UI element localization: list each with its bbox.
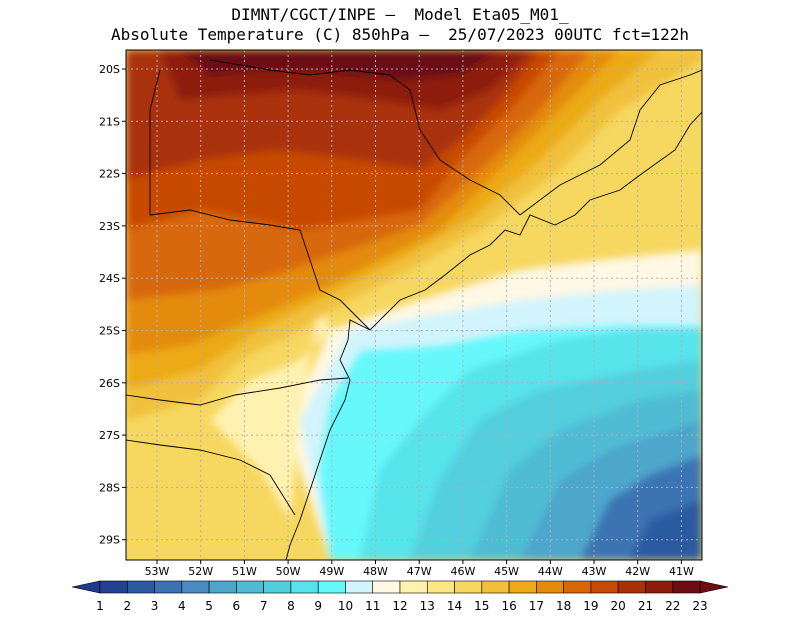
colorbar-swatch xyxy=(454,580,483,594)
colorbar-label: 19 xyxy=(583,599,598,613)
colorbar-swatch xyxy=(590,580,619,594)
colorbar-swatch xyxy=(99,580,128,594)
colorbar-swatch xyxy=(290,580,319,594)
lat-label: 22S xyxy=(99,168,120,181)
colorbar-label: 13 xyxy=(420,599,435,613)
lat-label: 24S xyxy=(99,272,120,285)
lon-label: 45W xyxy=(494,565,519,578)
lat-label: 28S xyxy=(99,481,120,494)
colorbar-over-arrow xyxy=(699,580,729,594)
colorbar-label: 16 xyxy=(501,599,516,613)
colorbar-label: 3 xyxy=(151,599,159,613)
state-border-mg-rj xyxy=(519,69,702,216)
state-border-mg-sp xyxy=(209,59,521,216)
colorbar-label: 15 xyxy=(474,599,489,613)
colorbar-swatch xyxy=(399,580,428,594)
lat-label: 20S xyxy=(99,63,120,76)
colorbar-label: 1 xyxy=(96,599,104,613)
coastline xyxy=(285,111,702,560)
colorbar-labels: 1 2 3 4 5 6 7 8 9 10 11 12 13 14 15 16 17 18 19 20 21 22 23 xyxy=(96,599,707,613)
lon-label: 51W xyxy=(232,565,257,578)
lat-label: 29S xyxy=(99,534,120,547)
colorbar-label: 23 xyxy=(692,599,707,613)
colorbar-swatch xyxy=(563,580,592,594)
lat-label: 27S xyxy=(99,429,120,442)
colorbar-swatch xyxy=(317,580,346,594)
colorbar-label: 5 xyxy=(205,599,213,613)
colorbar-label: 14 xyxy=(447,599,462,613)
colorbar-swatch xyxy=(181,580,210,594)
colorbar-swatch xyxy=(372,580,401,594)
state-border-sc-rs xyxy=(126,439,296,516)
field-band-3 xyxy=(630,500,702,560)
field-band-22 xyxy=(180,50,500,80)
state-border-sp-pr xyxy=(149,209,371,331)
colorbar-swatch xyxy=(154,580,183,594)
chart-title-line-2: Absolute Temperature (C) 850hPa – 25/07/… xyxy=(111,25,689,44)
lon-label: 48W xyxy=(363,565,388,578)
colorbar-swatch xyxy=(345,580,374,594)
colorbar-swatch xyxy=(672,580,701,594)
lon-label: 47W xyxy=(407,565,432,578)
gridlines xyxy=(126,50,702,560)
colorbar-swatch xyxy=(126,580,155,594)
lon-label: 46W xyxy=(450,565,475,578)
lon-label: 49W xyxy=(319,565,344,578)
colorbar-label: 22 xyxy=(665,599,680,613)
colorbar-label: 9 xyxy=(314,599,322,613)
lat-label: 23S xyxy=(99,220,120,233)
state-border-pr-sc xyxy=(126,377,349,406)
colorbar-swatch xyxy=(236,580,264,594)
colorbar-label: 11 xyxy=(365,599,380,613)
colorbar-swatch xyxy=(536,580,564,594)
colorbar xyxy=(71,580,729,594)
colorbar-label: 12 xyxy=(392,599,407,613)
lon-label: 43W xyxy=(582,565,607,578)
colorbar-swatch xyxy=(208,580,237,594)
colorbar-swatch xyxy=(481,580,510,594)
colorbar-label: 6 xyxy=(233,599,241,613)
latitude-axis: 20S 21S 22S 23S 24S 25S 26S 27S 28S 29S xyxy=(99,63,126,547)
colorbar-label: 20 xyxy=(611,599,626,613)
temperature-field xyxy=(126,50,702,560)
field-band-12-sw xyxy=(210,300,330,520)
lon-label: 42W xyxy=(625,565,650,578)
lat-label: 26S xyxy=(99,377,120,390)
colorbar-swatch xyxy=(508,580,537,594)
colorbar-label: 8 xyxy=(287,599,295,613)
lon-label: 44W xyxy=(538,565,563,578)
colorbar-under-arrow xyxy=(71,580,101,594)
colorbar-swatch xyxy=(645,580,674,594)
lon-label: 41W xyxy=(669,565,694,578)
colorbar-label: 2 xyxy=(123,599,131,613)
colorbar-label: 21 xyxy=(638,599,653,613)
lon-label: 52W xyxy=(188,565,213,578)
lat-label: 21S xyxy=(99,115,120,128)
colorbar-label: 4 xyxy=(178,599,186,613)
lat-label: 25S xyxy=(99,325,120,338)
colorbar-label: 17 xyxy=(529,599,544,613)
colorbar-label: 10 xyxy=(338,599,353,613)
colorbar-label: 7 xyxy=(260,599,268,613)
chart-title-line-1: DIMNT/CGCT/INPE – Model Eta05_M01_ xyxy=(231,5,569,24)
colorbar-label: 18 xyxy=(556,599,571,613)
colorbar-swatch xyxy=(617,580,646,594)
boundaries xyxy=(126,59,702,560)
lon-label: 50W xyxy=(276,565,301,578)
state-border-west xyxy=(149,69,161,215)
colorbar-swatch xyxy=(263,580,292,594)
map-frame xyxy=(125,49,703,561)
colorbar-swatch xyxy=(426,580,455,594)
longitude-axis: 53W 52W 51W 50W 49W 48W 47W 46W 45W 44W 43W 42W 41W xyxy=(145,560,694,578)
lon-label: 53W xyxy=(145,565,170,578)
